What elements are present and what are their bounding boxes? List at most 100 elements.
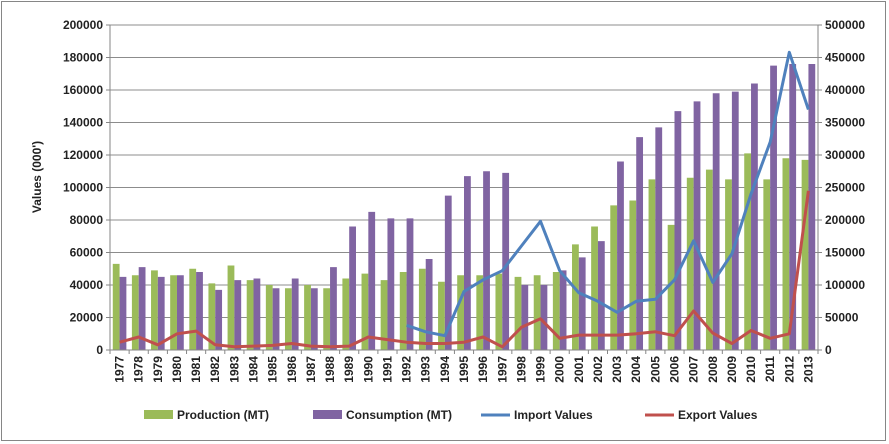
- legend-label: Export Values: [678, 408, 758, 422]
- bar-consumption: [636, 137, 644, 350]
- x-tick-label: 2008: [706, 356, 720, 383]
- bar-consumption: [521, 285, 529, 350]
- bar-consumption: [483, 171, 490, 350]
- y-tick-label: 140000: [63, 116, 103, 130]
- x-tick-label: 2012: [782, 356, 796, 383]
- x-tick-label: 1983: [227, 356, 241, 383]
- bar-consumption: [597, 241, 605, 350]
- bar-production: [170, 275, 177, 350]
- y2-tick-labels: 0 50000 100000 150000 200000 250000 300000 3500…: [825, 18, 865, 357]
- bar-consumption: [215, 289, 223, 350]
- bar-production: [572, 244, 579, 350]
- bar-production: [744, 153, 752, 350]
- bar-consumption: [617, 161, 624, 350]
- x-tick-label: 1994: [438, 356, 452, 383]
- bar-consumption: [712, 93, 720, 350]
- bar-production: [361, 273, 369, 350]
- bars: [112, 64, 816, 350]
- axes: [106, 24, 822, 354]
- bar-production: [112, 263, 120, 350]
- x-tick-label: 1985: [266, 356, 280, 383]
- y-tick-label: 0: [96, 343, 103, 357]
- y-tick-label: 160000: [63, 83, 103, 97]
- bar-consumption: [559, 270, 567, 350]
- bar-consumption: [444, 195, 452, 350]
- y2-tick-label: 200000: [825, 213, 865, 227]
- x-tick-label: 1989: [342, 356, 356, 383]
- bar-consumption: [731, 91, 739, 350]
- line-export: [119, 190, 810, 349]
- bar-consumption: [272, 288, 280, 350]
- line-import: [406, 50, 810, 338]
- bar-production: [667, 224, 675, 350]
- bar-production: [342, 278, 350, 350]
- bar-consumption: [119, 276, 127, 350]
- bar-production: [763, 179, 771, 350]
- bar-consumption: [368, 211, 376, 350]
- y2-tick-label: 0: [825, 343, 832, 357]
- y-tick-label: 60000: [70, 246, 104, 260]
- bar-consumption: [387, 218, 395, 350]
- x-tick-label: 1987: [304, 356, 318, 383]
- bar-production: [514, 276, 522, 350]
- y-axis-label: Values (000'): [30, 141, 44, 213]
- x-tick-label: 1982: [208, 356, 222, 383]
- bar-consumption: [502, 172, 510, 350]
- bar-consumption: [196, 272, 203, 350]
- x-tick-label: 1993: [419, 356, 433, 383]
- y2-tick-label: 350000: [825, 116, 865, 130]
- x-tick-label: 1990: [361, 356, 375, 383]
- x-tick-label: 2007: [687, 356, 701, 383]
- bar-consumption: [693, 101, 701, 350]
- y2-tick-label: 50000: [825, 311, 859, 325]
- bar-production: [725, 179, 732, 350]
- legend-label: Consumption (MT): [346, 408, 452, 422]
- x-tick-label: 1995: [457, 356, 471, 383]
- x-tick-label: 1997: [495, 356, 509, 383]
- x-tick-label: 1979: [151, 356, 165, 383]
- x-tick-label: 1978: [132, 356, 146, 383]
- bar-production: [648, 179, 656, 350]
- bar-production: [246, 280, 254, 350]
- bar-consumption: [310, 288, 318, 350]
- x-tick-label: 1992: [400, 356, 414, 383]
- bar-production: [265, 285, 273, 350]
- bar-consumption: [770, 65, 777, 350]
- bar-production: [495, 273, 503, 350]
- bar-consumption: [253, 278, 261, 350]
- bar-consumption: [157, 276, 165, 350]
- x-tick-label: 2005: [648, 356, 662, 383]
- x-tick-label: 2004: [629, 356, 643, 383]
- x-tick-label: 2010: [744, 356, 758, 383]
- bar-consumption: [808, 64, 816, 350]
- legend-label: Import Values: [514, 408, 593, 422]
- bar-production: [380, 280, 388, 350]
- bar-consumption: [330, 267, 337, 350]
- bar-production: [686, 177, 694, 350]
- x-tick-label: 1984: [247, 356, 261, 383]
- x-tick-label: 2013: [801, 356, 815, 383]
- bar-consumption: [578, 257, 586, 350]
- y2-tick-label: 500000: [825, 18, 865, 32]
- lines: [119, 50, 810, 349]
- bar-production: [418, 268, 426, 350]
- y2-tick-label: 300000: [825, 148, 865, 162]
- bar-consumption: [464, 176, 471, 350]
- bar-consumption: [349, 226, 356, 350]
- y2-tick-label: 450000: [825, 51, 865, 65]
- bar-production: [591, 226, 598, 350]
- bar-consumption: [751, 83, 758, 350]
- legend-label: Production (MT): [177, 408, 269, 422]
- bar-consumption: [406, 218, 414, 350]
- bar-consumption: [176, 275, 184, 350]
- y2-tick-label: 150000: [825, 246, 865, 260]
- bar-consumption: [234, 280, 242, 350]
- x-tick-label: 1986: [285, 356, 299, 383]
- x-tick-label: 1998: [514, 356, 528, 383]
- y-tick-label: 40000: [70, 278, 104, 292]
- bar-production: [457, 275, 464, 350]
- y-tick-label: 80000: [70, 213, 104, 227]
- x-tick-label: 2003: [610, 356, 624, 383]
- x-tick-label: 2002: [591, 356, 605, 383]
